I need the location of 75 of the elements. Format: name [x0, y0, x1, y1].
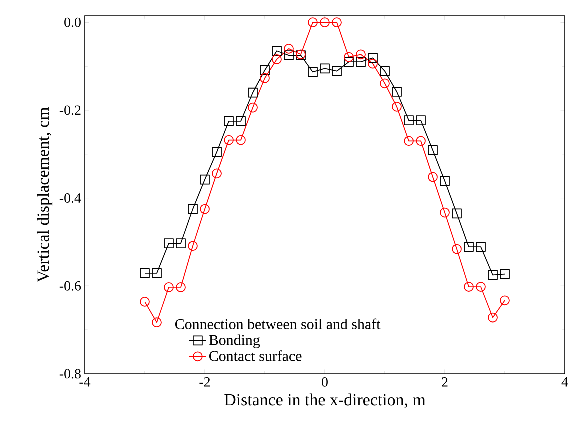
point: [404, 116, 414, 126]
point: [140, 297, 150, 307]
point: [308, 18, 318, 28]
point: [368, 53, 378, 64]
point: [500, 269, 510, 280]
point: [356, 57, 366, 68]
legend-label: Contact surface: [210, 350, 302, 362]
point: [356, 50, 366, 60]
x-tick-label: 2: [442, 378, 448, 387]
point: [200, 174, 210, 185]
point: [164, 282, 174, 292]
point: [248, 102, 258, 113]
point: [284, 50, 294, 60]
point: [164, 238, 174, 248]
point: [176, 238, 186, 248]
point: [500, 296, 510, 306]
point: [212, 168, 222, 179]
point: [452, 208, 462, 219]
point: [224, 116, 234, 126]
point: [320, 64, 330, 74]
point: [404, 136, 414, 146]
point: [152, 268, 162, 278]
point: [140, 268, 150, 278]
point: [260, 66, 270, 76]
x-tick-label: -4: [80, 378, 91, 387]
point: [464, 242, 474, 252]
point: [320, 18, 330, 28]
point: [392, 102, 402, 112]
y-tick-label: -0.2: [60, 106, 81, 116]
point: [428, 145, 438, 156]
point: [488, 312, 498, 323]
point: [248, 88, 258, 98]
point: [368, 58, 378, 69]
point: [440, 176, 450, 186]
point: [188, 204, 198, 214]
y-tick-label: 0.0: [64, 18, 81, 28]
point: [416, 116, 426, 126]
point: [212, 147, 222, 158]
point: [200, 204, 210, 214]
point: [308, 67, 318, 78]
point: [236, 116, 246, 126]
point: [476, 282, 486, 292]
point: [176, 282, 186, 292]
point: [332, 66, 342, 76]
point: [440, 208, 450, 218]
point: [464, 282, 474, 292]
point: [272, 54, 282, 64]
x-axis-title: Distance in the x-direction, m: [224, 394, 426, 408]
point: [236, 135, 246, 146]
point: [452, 244, 462, 254]
point: [392, 87, 402, 97]
point: [224, 135, 234, 146]
y-tick-label: -0.6: [60, 281, 82, 291]
point: [272, 46, 282, 56]
point: [344, 52, 354, 62]
legend-label: Bonding: [209, 334, 260, 348]
x-tick-label: 4: [562, 378, 568, 387]
point: [344, 57, 354, 68]
point: [260, 73, 270, 84]
point: [428, 172, 438, 182]
legend-title: Connection between soil and shaft: [175, 318, 381, 330]
y-tick-label: -0.4: [60, 194, 82, 204]
point: [380, 66, 390, 76]
point: [332, 18, 342, 28]
point: [284, 44, 294, 54]
point: [476, 242, 486, 252]
point: [488, 270, 498, 280]
point: [416, 136, 426, 146]
x-tick-label: 0: [322, 378, 328, 387]
point: [380, 78, 390, 89]
y-axis-title: Vertical displacement, cm: [37, 108, 53, 283]
point: [188, 241, 198, 252]
x-tick-label: -2: [200, 378, 210, 387]
point: [152, 318, 162, 328]
y-tick-label: -0.8: [60, 369, 81, 379]
